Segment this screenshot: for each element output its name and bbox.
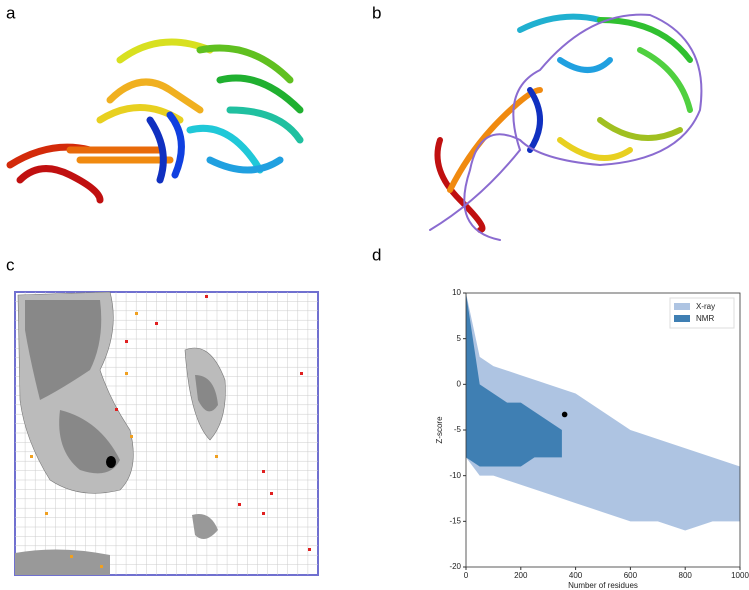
x-tick-label: 1000: [731, 571, 749, 580]
x-tick-label: 600: [624, 571, 638, 580]
x-tick-label: 400: [569, 571, 583, 580]
highlight-point: [561, 411, 568, 418]
x-axis-label: Number of residues: [568, 581, 638, 590]
y-tick-label: 0: [457, 379, 462, 388]
x-tick-label: 0: [464, 571, 469, 580]
panel-label: d: [372, 245, 381, 264]
legend-label: X-ray: [696, 302, 715, 311]
zscore-chart: 0 200 400 600 800 1000 -20 -15 -10 -5 0 5 10 Number o…: [435, 288, 749, 590]
structure-b: [429, 13, 703, 241]
series-area: [466, 293, 562, 467]
y-tick-label: -15: [449, 516, 461, 525]
x-tick-label: 800: [679, 571, 693, 580]
y-tick-label: 10: [452, 288, 461, 297]
ramachandran: [14, 291, 319, 576]
y-tick-label: 5: [457, 334, 462, 343]
y-tick-label: -20: [449, 562, 461, 571]
legend-swatch: [674, 303, 690, 310]
panel-label: b: [372, 3, 381, 22]
y-tick-label: -10: [449, 471, 461, 480]
panel-label: a: [6, 3, 16, 22]
structure-a: [6, 38, 304, 204]
y-tick-label: -5: [454, 425, 462, 434]
y-axis-label: Z-score: [435, 416, 444, 444]
series-area: [466, 293, 740, 531]
x-tick-label: 200: [514, 571, 528, 580]
panel-label: c: [6, 255, 15, 274]
legend-label: NMR: [696, 314, 714, 323]
legend-swatch: [674, 315, 690, 322]
